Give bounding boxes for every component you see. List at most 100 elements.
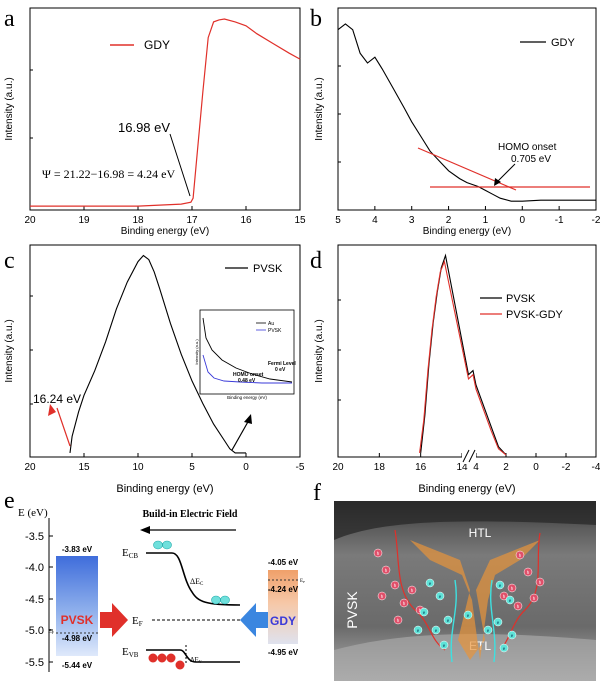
electron-marker — [483, 625, 493, 635]
hole-marker-label: h — [397, 618, 400, 623]
panel-b-frame — [337, 7, 597, 211]
panel-a-annotation-onset: 16.98 eV — [118, 120, 170, 135]
gdy-ef-sub: F — [303, 580, 305, 584]
tick-label-c-5: -5 — [296, 462, 305, 473]
panel-letter-c: c — [4, 248, 15, 274]
electron-marker-label: e — [503, 646, 506, 651]
panel-d: d 20 18 16 14 4 2 0 -2 -4 Binding energy (eV) In… — [310, 244, 600, 495]
panel-b-arrowhead — [494, 178, 501, 186]
hole-marker-label: h — [381, 594, 384, 599]
gdy-top-value: -4.05 eV — [268, 558, 299, 567]
hole-marker-label: h — [511, 586, 514, 591]
panel-d-legend-pvsk: PVSK — [506, 293, 536, 305]
electron-marker-label: e — [447, 618, 450, 623]
hole-marker — [529, 593, 539, 603]
electron-marker-label: e — [497, 620, 500, 625]
tick-label-d-1: 18 — [374, 462, 386, 473]
gdy-ef: E — [300, 579, 303, 584]
electron-marker-label: e — [423, 610, 426, 615]
panel-b-legend-gdy: GDY — [551, 37, 576, 49]
tick-label-a-1: 19 — [78, 215, 90, 226]
hole-marker-label: h — [377, 551, 380, 556]
electron-marker — [419, 607, 429, 617]
panel-a-y-ticks — [30, 69, 33, 139]
tick-label-d-5: 2 — [503, 462, 509, 473]
panel-b-series-gdy — [337, 23, 596, 202]
evb-sub: VB — [129, 651, 139, 659]
tick-label-b-4: 1 — [483, 215, 489, 226]
panel-c-ylabel: Intensity (a.u.) — [4, 319, 15, 382]
hole-marker — [377, 591, 387, 601]
gdy-mid-value: -4.24 eV — [268, 585, 299, 594]
panel-c-x-ticks: 20 15 10 5 0 -5 — [24, 453, 305, 473]
panel-d-ylabel: Intensity (a.u.) — [314, 319, 325, 382]
tick-label-d-0: 20 — [332, 462, 344, 473]
panel-c-black-arrow — [231, 419, 250, 451]
electron-marker — [493, 617, 503, 627]
dec-sub: C — [200, 582, 204, 587]
panel-a-frame — [29, 7, 301, 211]
tick-label-a-2: 18 — [132, 215, 144, 226]
hole-marker — [499, 591, 509, 601]
panel-a-ylabel: Intensity (a.u.) — [4, 77, 15, 140]
hole-marker-label: h — [385, 568, 388, 573]
tick-label-b-5: 0 — [520, 215, 526, 226]
panel-d-legend-pvsk-gdy: PVSK-GDY — [506, 309, 564, 321]
hole-marker-label: h — [533, 596, 536, 601]
panel-d-y-ticks — [338, 299, 341, 401]
pvsk-ef: E — [48, 629, 52, 635]
electron-marker-label: e — [417, 628, 420, 633]
pvsk-arrow-right — [100, 603, 128, 637]
pvsk-label: PVSK — [61, 613, 94, 627]
tick-e-3: -4.5 — [25, 594, 44, 606]
ecb-label: E — [122, 547, 129, 559]
svg-text:EF: EF — [300, 579, 305, 584]
pvsk-mid-value: -4.98 eV — [62, 634, 93, 643]
hole-marker-label: h — [403, 601, 406, 606]
panel-c-red-arrowhead — [48, 404, 56, 416]
panel-letter-e: e — [4, 488, 15, 514]
panel-a-annotation-arrow — [169, 133, 191, 197]
tick-label-c-2: 10 — [132, 462, 144, 473]
hole-marker — [373, 548, 383, 558]
hole-marker — [399, 598, 409, 608]
hole-marker — [523, 567, 533, 577]
hole-marker-label: h — [503, 594, 506, 599]
tick-label-c-4: 0 — [243, 462, 249, 473]
pvsk-band-block — [56, 556, 98, 656]
panel-a-xlabel: Binding energy (eV) — [121, 226, 209, 237]
dev-sub: V — [199, 659, 202, 664]
panel-c-red-arrow — [56, 407, 71, 447]
field-label: Build-in Electric Field — [143, 509, 238, 520]
evb-label: E — [122, 646, 129, 658]
panel-letter-f: f — [313, 480, 321, 506]
electron-marker — [431, 625, 441, 635]
tick-e-2: -4.0 — [25, 562, 44, 574]
tick-label-d-8: -4 — [592, 462, 600, 473]
panel-b-y-ticks — [338, 65, 341, 163]
dev-label: ΔE — [190, 656, 199, 664]
svg-text:ECB: ECB — [122, 547, 138, 560]
panel-c-black-arrowhead — [244, 414, 252, 424]
panel-c-inset-series-au — [202, 317, 293, 383]
electron-marker-label: e — [499, 583, 502, 588]
hole-path-right — [499, 532, 541, 651]
panel-c-inset-series-pvsk — [202, 354, 292, 384]
svg-text:EF: EF — [132, 615, 143, 628]
panel-c: c 20 15 10 5 0 -5 Binding energy (eV) Intensi… — [4, 244, 305, 495]
hole-path-left — [394, 529, 446, 651]
svg-text:EF: EF — [48, 629, 55, 635]
panel-c-xlabel: Binding energy (eV) — [116, 483, 213, 495]
tick-label-d-3: 14 — [456, 462, 468, 473]
tick-label-c-3: 5 — [189, 462, 195, 473]
holes-vb — [148, 653, 185, 670]
hole-marker-label: h — [527, 570, 530, 575]
pvsk-top-value: -3.83 eV — [62, 545, 93, 554]
tick-label-a-3: 17 — [186, 215, 198, 226]
panel-c-inset-ylabel: Intensity (a.u.) — [194, 339, 199, 365]
panel-letter-a: a — [4, 6, 15, 32]
panel-b-ylabel: Intensity (a.u.) — [314, 77, 325, 140]
panel-a-legend-gdy: GDY — [144, 38, 170, 52]
ecb-sub: CB — [129, 552, 139, 560]
